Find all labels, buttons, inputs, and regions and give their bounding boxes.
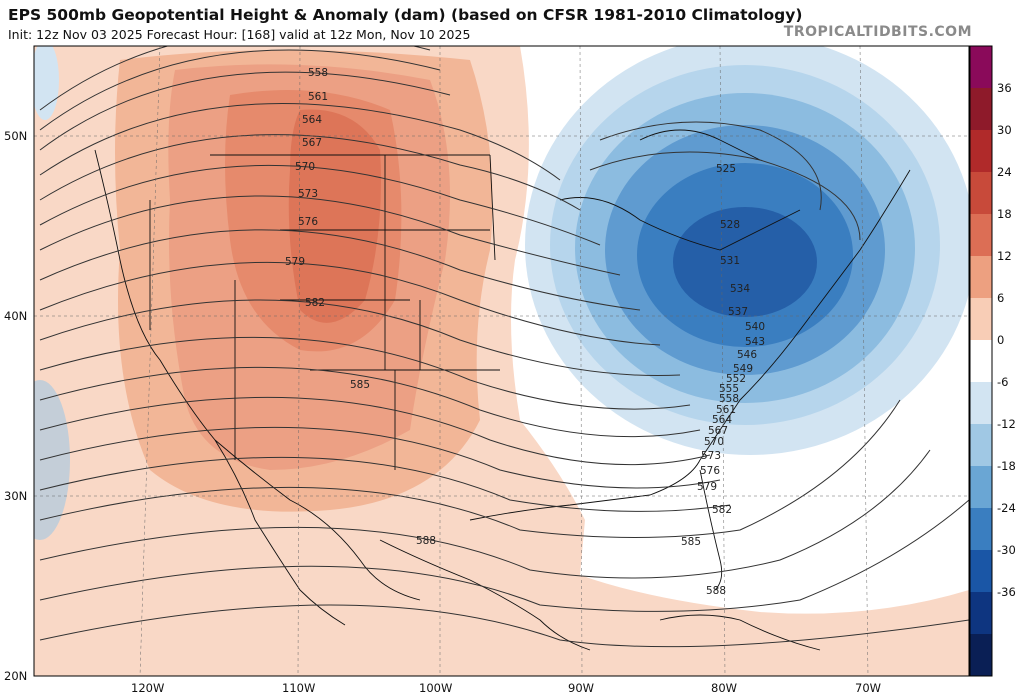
contour-label-543: 543 xyxy=(745,336,765,348)
colorbar-swatch xyxy=(970,550,992,593)
colorbar-swatch xyxy=(970,634,992,677)
contour-label-582e: 582 xyxy=(712,504,732,516)
contour-label-555: 555 xyxy=(719,383,739,395)
contour-labels-east: 525 528 531 534 537 540 543 546 549 552 … xyxy=(681,163,765,597)
contour-label-558: 558 xyxy=(308,67,328,79)
colorbar-swatch xyxy=(970,130,992,173)
contour-label-585: 585 xyxy=(350,379,370,391)
colorbar-swatch xyxy=(970,46,992,89)
colorbar-label: 6 xyxy=(997,291,1004,305)
contour-label-570e: 570 xyxy=(704,436,724,448)
map-title: EPS 500mb Geopotential Height & Anomaly … xyxy=(8,6,803,24)
contour-label-570: 570 xyxy=(295,161,315,173)
colorbar-swatch xyxy=(970,508,992,551)
lat-label-50n: 50N xyxy=(4,129,27,143)
contour-label-573e: 573 xyxy=(701,450,721,462)
colorbar-swatch xyxy=(970,298,992,341)
colorbar-swatch xyxy=(970,340,992,383)
contour-label-573: 573 xyxy=(298,188,318,200)
lon-label-90w: 90W xyxy=(568,681,594,695)
contour-label-540: 540 xyxy=(745,321,765,333)
contour-label-567e: 567 xyxy=(708,425,728,437)
colorbar-label: 12 xyxy=(997,249,1012,263)
contour-label-552: 552 xyxy=(726,373,746,385)
contour-label-588e: 588 xyxy=(706,585,726,597)
contour-label-579: 579 xyxy=(285,256,305,268)
contour-label-561e: 561 xyxy=(716,404,736,416)
colorbar-label: 18 xyxy=(997,207,1012,221)
negative-anomaly-field xyxy=(525,46,969,455)
lon-label-110w: 110W xyxy=(282,681,315,695)
contour-label-585e: 585 xyxy=(681,536,701,548)
height-contours xyxy=(39,46,969,648)
colorbar-label: -6 xyxy=(997,375,1008,389)
colorbar-swatch xyxy=(970,88,992,131)
lon-label-100w: 100W xyxy=(419,681,452,695)
colorbar xyxy=(969,45,993,677)
colorbar-frame xyxy=(969,45,993,677)
latitude-labels: 50N 40N 30N 20N xyxy=(4,129,27,683)
colorbar-label: -18 xyxy=(997,459,1016,473)
lat-label-30n: 30N xyxy=(4,489,27,503)
colorbar-label: -30 xyxy=(997,543,1016,557)
map-area: 558 561 564 567 570 573 576 579 582 585 … xyxy=(34,46,969,676)
contour-label-525: 525 xyxy=(716,163,736,175)
colorbar-swatch xyxy=(970,214,992,257)
lat-label-40n: 40N xyxy=(4,309,27,323)
contour-label-576e: 576 xyxy=(700,465,720,477)
positive-anomaly-field xyxy=(34,46,969,676)
contour-label-564e: 564 xyxy=(712,414,732,426)
colorbar-label: 30 xyxy=(997,123,1012,137)
contour-label-579e: 579 xyxy=(697,481,717,493)
contour-label-567: 567 xyxy=(302,137,322,149)
contour-label-588: 588 xyxy=(416,535,436,547)
contour-label-582: 582 xyxy=(305,297,325,309)
colorbar-labels: 36 30 24 18 12 6 0 -6 -12 -18 -24 -30 -36 xyxy=(997,81,1016,599)
contour-label-531: 531 xyxy=(720,255,740,267)
colorbar-swatch xyxy=(970,256,992,299)
map-subtitle: Init: 12z Nov 03 2025 Forecast Hour: [16… xyxy=(8,27,471,42)
lon-label-70w: 70W xyxy=(855,681,881,695)
lon-label-80w: 80W xyxy=(711,681,737,695)
longitude-labels: 120W 110W 100W 90W 80W 70W xyxy=(131,681,881,695)
lon-label-120w: 120W xyxy=(131,681,164,695)
site-watermark: TROPICALTIDBITS.COM xyxy=(783,24,972,40)
colorbar-swatch xyxy=(970,592,992,635)
contour-label-537: 537 xyxy=(728,306,748,318)
colorbar-swatch xyxy=(970,382,992,425)
colorbar-swatch xyxy=(970,424,992,467)
colorbar-label: -36 xyxy=(997,585,1016,599)
colorbar-label: 0 xyxy=(997,333,1004,347)
contour-label-558e: 558 xyxy=(719,393,739,405)
contour-label-549: 549 xyxy=(733,363,753,375)
contour-label-528: 528 xyxy=(720,219,740,231)
contour-label-564: 564 xyxy=(302,114,322,126)
contour-label-576: 576 xyxy=(298,216,318,228)
colorbar-label: 24 xyxy=(997,165,1012,179)
contour-label-546: 546 xyxy=(737,349,757,361)
contour-labels-west: 558 561 564 567 570 573 576 579 582 585 … xyxy=(285,67,436,547)
contour-label-534: 534 xyxy=(730,283,750,295)
contour-label-561: 561 xyxy=(308,91,328,103)
geography-outlines xyxy=(94,129,911,651)
colorbar-label: -24 xyxy=(997,501,1016,515)
colorbar-swatch xyxy=(970,466,992,509)
colorbar-swatch xyxy=(970,172,992,215)
map-gridlines xyxy=(34,46,969,676)
colorbar-label: 36 xyxy=(997,81,1012,95)
lat-label-20n: 20N xyxy=(4,669,27,683)
map-frame xyxy=(33,45,970,677)
colorbar-label: -12 xyxy=(997,417,1016,431)
